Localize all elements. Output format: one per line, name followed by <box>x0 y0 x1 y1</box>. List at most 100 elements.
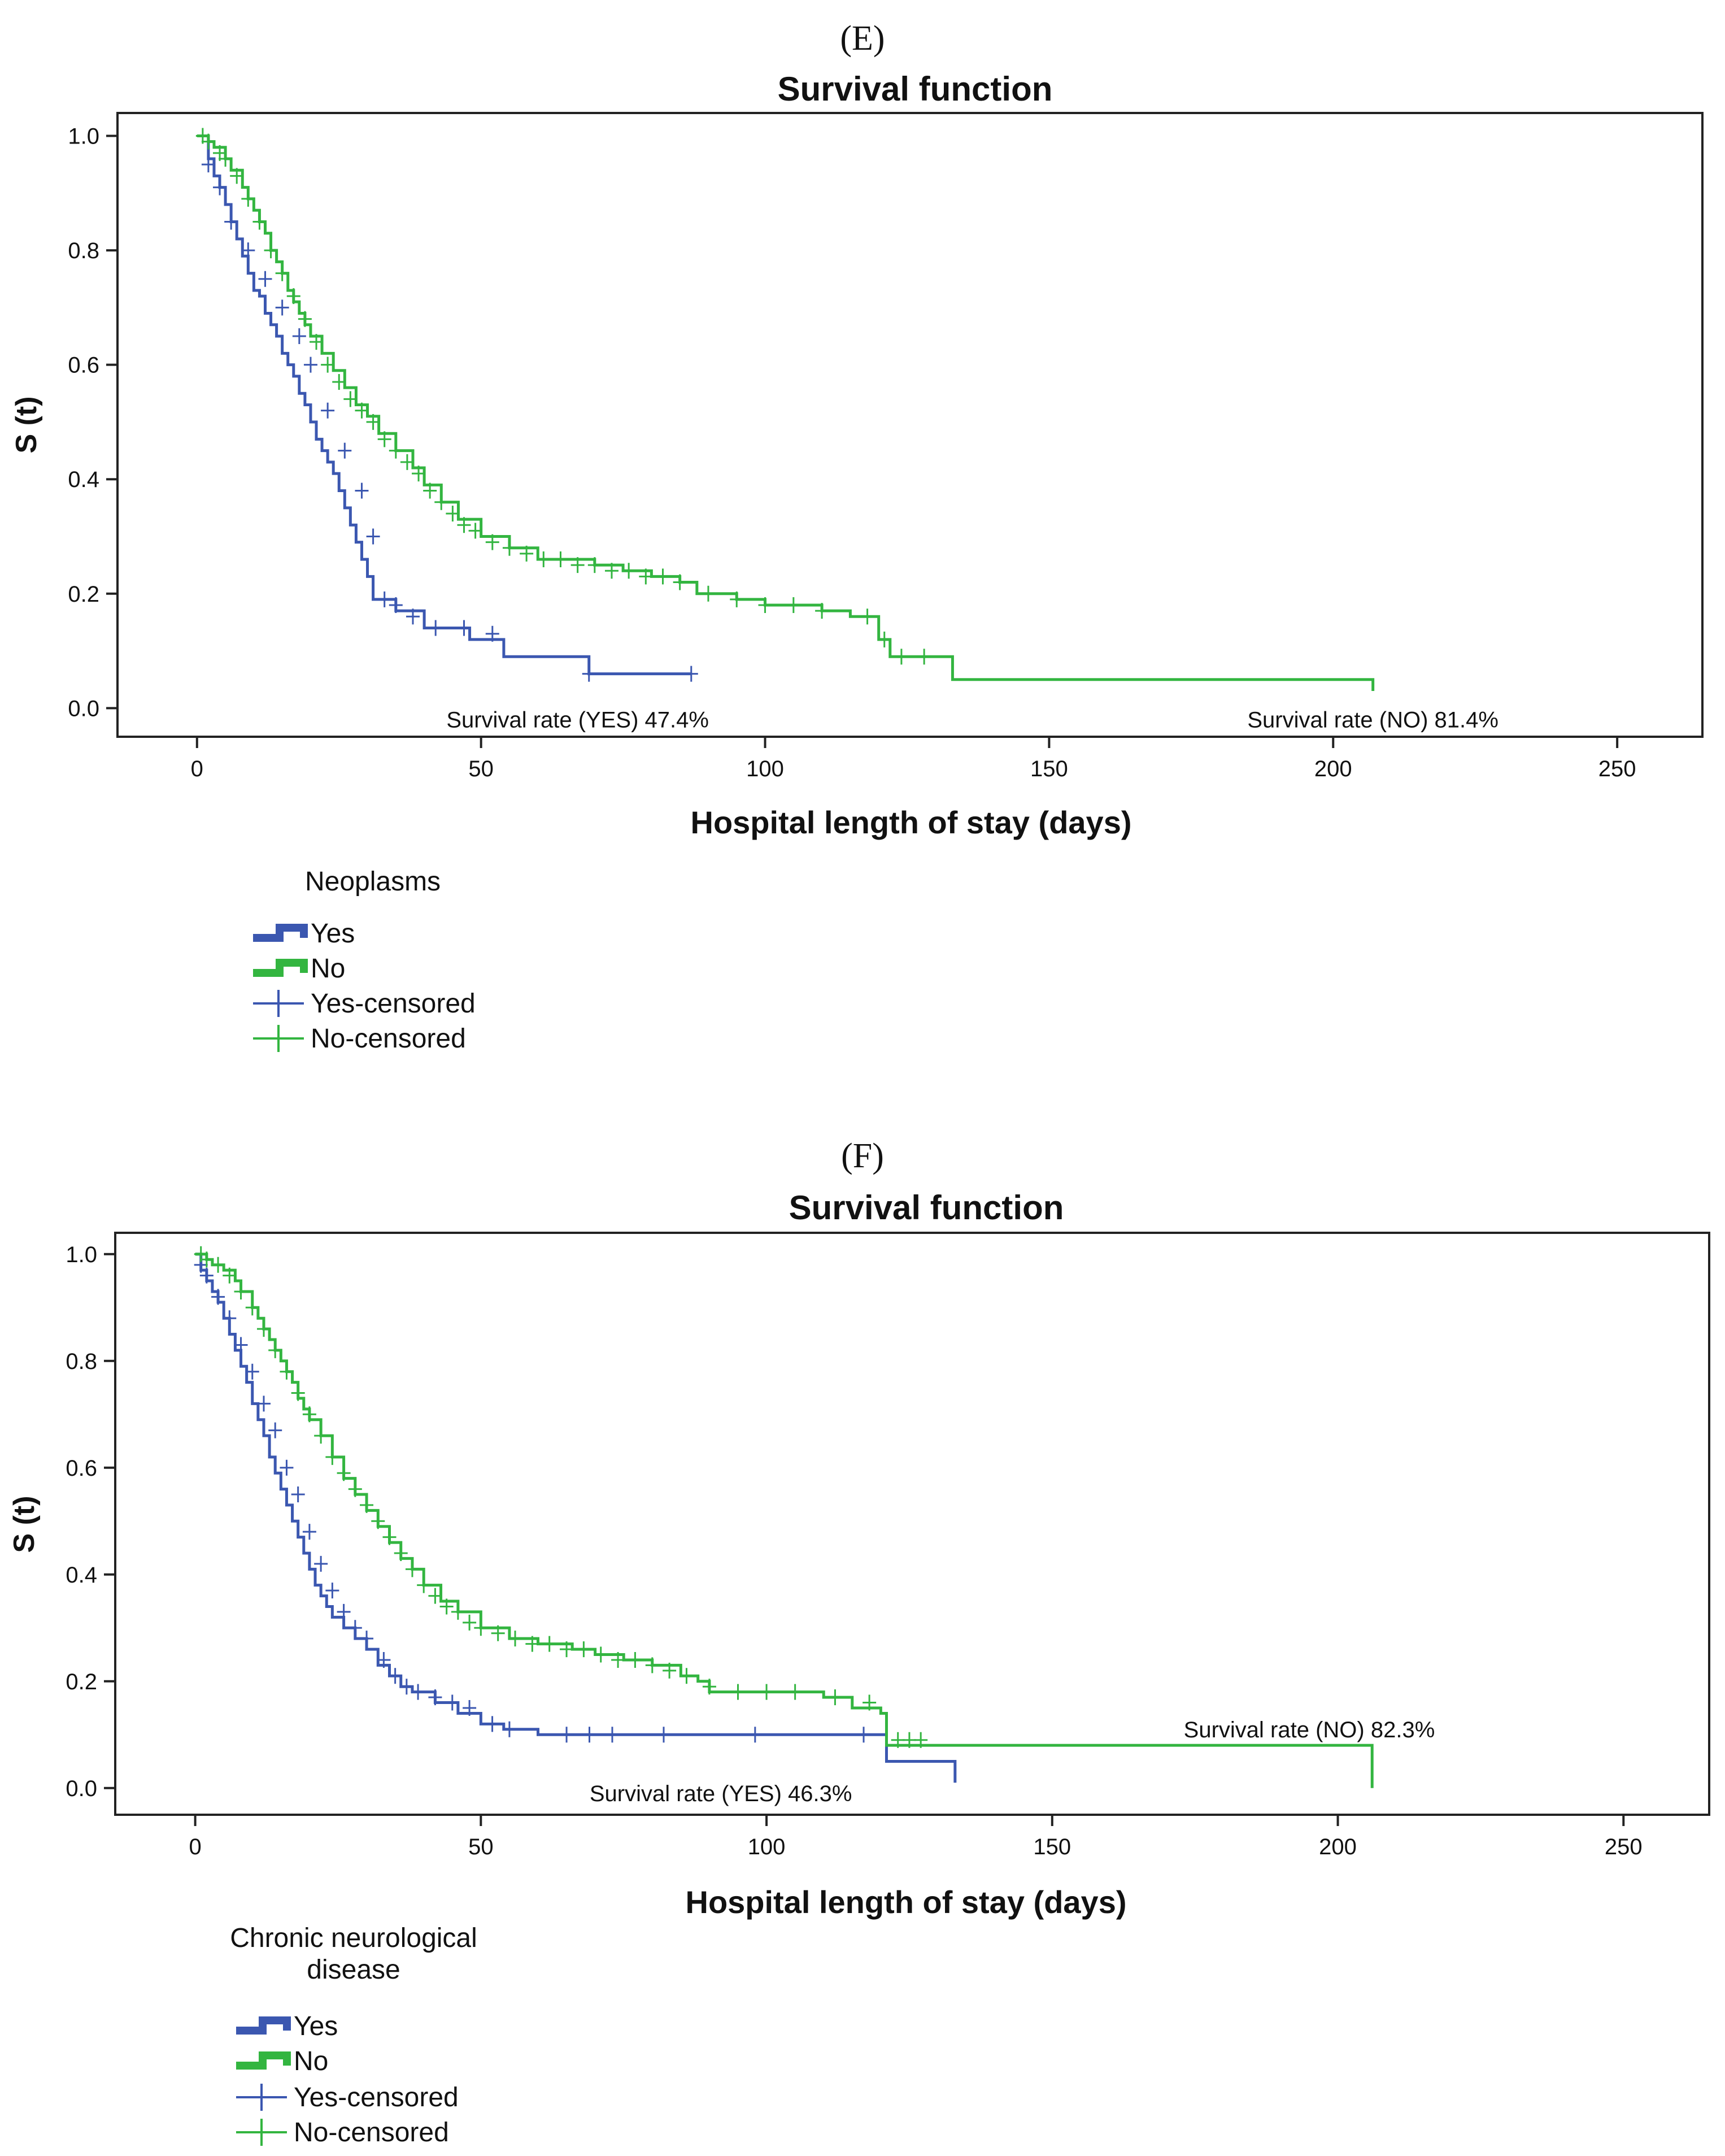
censor-mark-no <box>439 1598 454 1615</box>
censor-mark-yes <box>223 1310 237 1327</box>
censor-mark-yes <box>748 1727 762 1743</box>
censor-mark-no <box>291 1385 305 1401</box>
censor-mark-yes <box>377 1651 391 1668</box>
legend-title-line: disease <box>307 1955 400 1985</box>
legend-label-yes: Yes <box>294 2011 338 2041</box>
censor-mark-no <box>639 568 653 585</box>
legend-item-no-censored: No-censored <box>236 2118 449 2148</box>
y-axis: 0.0 0.2 0.4 0.6 0.8 1.0 <box>68 124 117 721</box>
x-axis: 0 50 100 150 200 250 <box>191 737 1636 781</box>
censor-mark-no <box>628 1651 642 1668</box>
censor-mark-no <box>211 1257 225 1273</box>
censor-mark-no <box>860 608 874 625</box>
censor-mark-yes <box>406 608 420 625</box>
legend-swatch-no <box>236 2051 291 2070</box>
censor-mark-yes <box>224 214 238 230</box>
censor-mark-yes <box>241 242 255 259</box>
censor-mark-no <box>405 1561 419 1577</box>
y-tick-label: 0.6 <box>68 353 99 378</box>
x-tick-label: 200 <box>1319 1835 1357 1859</box>
censor-mark-yes <box>292 328 306 345</box>
censor-mark-yes <box>582 1727 596 1743</box>
censor-mark-no <box>554 551 568 568</box>
chart-title: Survival function <box>789 1189 1064 1227</box>
censor-mark-no <box>508 1631 522 1647</box>
censor-mark-yes <box>256 1396 271 1412</box>
censor-mark-no <box>891 1732 905 1748</box>
censor-mark-no <box>325 1449 339 1465</box>
censor-mark-no <box>268 1342 282 1358</box>
panel-e: (E) Survival function 0.0 0.2 0.4 0.6 0.8 1.0… <box>10 19 1704 1054</box>
censor-mark-yes <box>411 1684 425 1700</box>
censor-mark-no <box>275 265 289 281</box>
y-tick-label: 0.6 <box>66 1456 97 1481</box>
y-tick-label: 1.0 <box>66 1242 97 1267</box>
x-tick-label: 100 <box>748 1835 786 1859</box>
censor-mark-no <box>815 603 829 619</box>
censor-mark-no <box>343 391 358 407</box>
series-no <box>194 1246 1374 1788</box>
legend-label-no: No <box>311 954 345 984</box>
censor-mark-no <box>788 1684 802 1700</box>
censor-mark-no <box>417 1577 431 1593</box>
censor-mark-yes <box>388 1668 402 1684</box>
y-tick-label: 0.4 <box>68 467 99 492</box>
censor-mark-yes <box>657 1727 671 1743</box>
censor-mark-yes <box>348 1620 362 1636</box>
censor-mark-no <box>223 1267 237 1284</box>
censor-mark-yes <box>445 1694 459 1711</box>
censor-mark-no <box>537 551 551 568</box>
censor-mark-no <box>286 288 300 305</box>
plot-frame <box>116 112 1704 738</box>
censor-mark-yes <box>275 299 289 316</box>
legend-item-no-censored: No-censored <box>253 1024 466 1054</box>
censor-mark-no <box>577 1641 591 1658</box>
y-tick-label: 0.8 <box>66 1349 97 1374</box>
censor-mark-yes <box>211 1289 225 1305</box>
censor-mark-yes <box>377 591 391 607</box>
censor-mark-no <box>366 414 380 430</box>
censor-mark-no <box>332 374 346 390</box>
censor-mark-no <box>542 1636 556 1652</box>
censor-mark-no <box>570 557 585 573</box>
panel-label: (E) <box>840 19 885 58</box>
censor-mark-no <box>412 466 426 482</box>
censor-mark-no <box>917 649 931 665</box>
censor-mark-no <box>502 540 516 556</box>
series-yes <box>194 1253 957 1783</box>
x-axis: 0 50 100 150 200 250 <box>189 1815 1643 1859</box>
legend-swatch-no-censored <box>236 2119 287 2146</box>
censor-mark-no <box>360 1497 374 1513</box>
censor-mark-yes <box>245 1363 259 1380</box>
censor-mark-no <box>474 1620 488 1636</box>
x-tick-label: 200 <box>1314 757 1352 781</box>
series-no <box>195 128 1375 691</box>
annotation-survival-no: Survival rate (NO) 81.4% <box>1247 708 1499 733</box>
censor-mark-no <box>280 1363 294 1380</box>
censor-mark-no <box>679 1668 694 1684</box>
censor-mark-no <box>604 563 618 579</box>
censor-mark-no <box>463 1614 477 1631</box>
censor-mark-yes <box>338 442 352 459</box>
censor-mark-no <box>389 442 403 459</box>
censor-mark-no <box>731 1684 745 1700</box>
legend-label-no-censored: No-censored <box>294 2118 449 2148</box>
censor-mark-no <box>862 1694 877 1711</box>
censor-mark-no <box>199 1251 214 1268</box>
y-tick-label: 0.2 <box>66 1670 97 1694</box>
annotation-survival-yes: Survival rate (YES) 47.4% <box>446 708 709 733</box>
censor-mark-no <box>355 402 369 419</box>
series-group <box>194 1246 1374 1788</box>
legend-item-yes-censored: Yes-censored <box>236 2083 459 2112</box>
censor-mark-no <box>457 517 471 533</box>
legend-swatch-yes <box>253 924 308 942</box>
censor-mark-yes <box>429 620 443 636</box>
censor-mark-yes <box>605 1727 619 1743</box>
censor-mark-no <box>594 1646 608 1663</box>
legend-swatch-no-censored <box>253 1025 304 1052</box>
censor-mark-no <box>622 563 636 579</box>
legend-swatch-yes <box>236 2016 291 2035</box>
panel-f: (F) Survival function 0.0 0.2 0.4 0.6 0.8 1.0… <box>8 1137 1710 2148</box>
y-tick-label: 0.4 <box>66 1563 97 1588</box>
censor-mark-no <box>730 591 744 607</box>
